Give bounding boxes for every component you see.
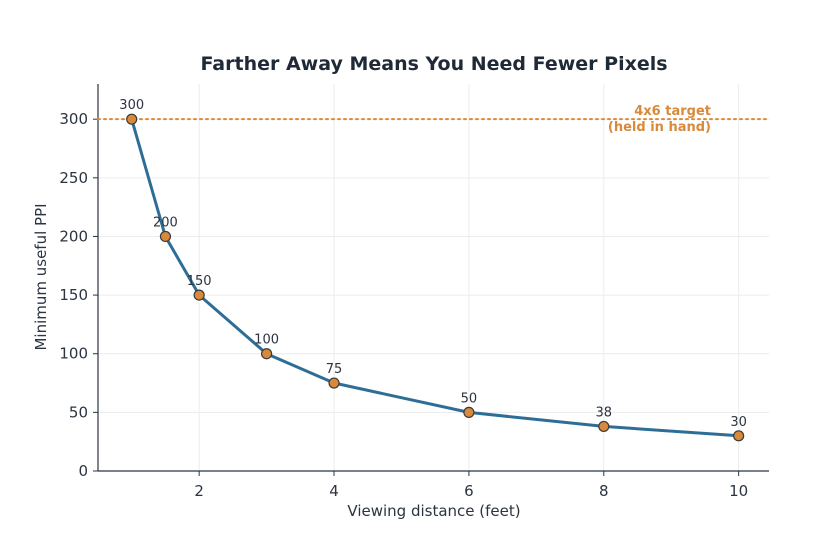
x-tick-label: 8 (599, 482, 609, 500)
data-point (328, 377, 340, 389)
data-label: 30 (730, 415, 747, 430)
data-point (733, 430, 745, 442)
reference-label-line1: 4x6 target (634, 104, 711, 119)
y-tick-label: 250 (59, 169, 88, 187)
x-tick-label: 2 (194, 482, 204, 500)
y-tick-label: 100 (59, 345, 88, 363)
x-tick-label: 6 (464, 482, 474, 500)
series-line (130, 117, 741, 438)
y-tick-label: 300 (59, 110, 88, 128)
data-label: 75 (326, 362, 343, 377)
x-tick-label: 4 (329, 482, 339, 500)
axes (97, 84, 769, 472)
y-tick-label: 0 (78, 462, 88, 480)
series (126, 113, 745, 442)
data-label: 200 (153, 215, 178, 230)
data-label: 300 (119, 98, 144, 113)
data-point (463, 406, 475, 418)
data-point (598, 420, 610, 433)
reference-line-group: 4x6 target(held in hand) (97, 104, 770, 135)
data-point (159, 230, 172, 243)
y-axis-label: Minimum useful PPI (32, 203, 50, 350)
data-point (193, 289, 205, 301)
data-label: 50 (461, 391, 478, 406)
grid (98, 84, 769, 472)
reference-label-line2: (held in hand) (608, 120, 711, 135)
ticks: 0 50 100 150 200 250 300 2 4 6 8 10 (59, 110, 748, 500)
x-axis-label: Viewing distance (feet) (347, 502, 520, 520)
data-labels: 300 200 150 100 75 50 38 30 (119, 98, 747, 430)
data-label: 150 (187, 274, 212, 289)
y-tick-label: 50 (69, 403, 88, 421)
data-label: 38 (596, 405, 613, 420)
data-point (126, 113, 138, 125)
x-tick-label: 10 (729, 482, 748, 500)
data-label: 100 (254, 333, 279, 348)
data-point (260, 348, 273, 360)
y-tick-label: 150 (59, 286, 88, 304)
y-tick-label: 200 (59, 227, 88, 245)
chart-title: Farther Away Means You Need Fewer Pixels (200, 53, 667, 75)
